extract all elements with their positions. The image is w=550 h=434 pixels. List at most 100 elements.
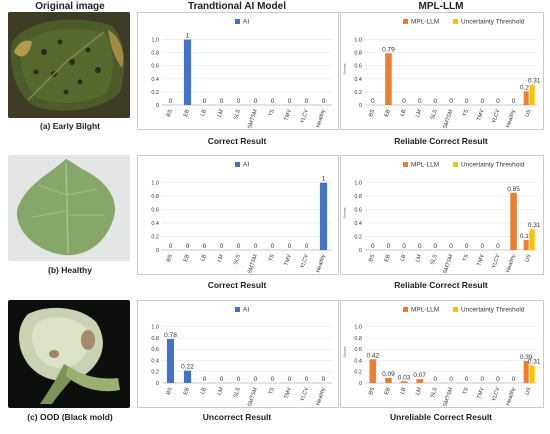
legend-label-threshold: Uncertainty Threshold xyxy=(461,19,525,26)
y-tick-label: 0.8 xyxy=(151,336,159,342)
data-label-TS: 0 xyxy=(465,243,469,250)
data-label-US: 0.21 xyxy=(520,84,533,91)
data-label-EB: 0 xyxy=(387,243,391,250)
x-tick-label: BS xyxy=(368,386,376,395)
data-label-YLCV: 0 xyxy=(496,98,500,105)
x-tick-label: BS xyxy=(368,108,376,117)
legend-label-ai: AI xyxy=(243,307,249,314)
x-tick-label: LB xyxy=(200,253,208,262)
data-label-SMTSM: 0 xyxy=(254,376,258,383)
y-tick-label: 0.8 xyxy=(354,51,362,57)
x-tick-label: TS xyxy=(268,386,276,395)
threshold-label: 0.31 xyxy=(528,222,541,229)
data-label-Healthy: 0 xyxy=(322,376,326,383)
data-label-EB: 0 xyxy=(186,243,190,250)
y-tick-label: 0.6 xyxy=(354,208,362,214)
x-tick-label: Healthy xyxy=(505,109,517,129)
bar-EB xyxy=(385,377,392,383)
data-label-YLCV: 0 xyxy=(305,98,309,105)
data-label-TS: 0 xyxy=(271,243,275,250)
data-label-TMV: 0 xyxy=(288,98,292,105)
data-label-SMTSM: 0 xyxy=(449,98,453,105)
data-label-TMV: 0 xyxy=(480,98,484,105)
x-tick-label: US xyxy=(525,253,533,262)
legend-swatch-ai xyxy=(235,19,240,24)
threshold-bar xyxy=(529,84,535,105)
x-tick-label: LM xyxy=(415,108,423,118)
x-tick-label: SLS xyxy=(430,108,439,120)
x-tick-label: LM xyxy=(217,108,225,118)
data-label-LB: 0 xyxy=(203,98,207,105)
caption-c-llm: Unreliable Correct Result xyxy=(389,412,493,422)
x-tick-label: TS xyxy=(268,253,276,262)
leaf-image-black-mold xyxy=(8,300,130,408)
x-tick-label: BS xyxy=(368,253,376,262)
data-label-LM: 0.07 xyxy=(413,372,426,379)
legend-swatch-threshold xyxy=(453,162,458,167)
chart-panel-a-llm: 0 0.2 0.4 0.6 0.8 1.0 Scores MPL-LLM Uncertainty… xyxy=(340,12,544,130)
data-label-BS: 0 xyxy=(169,243,173,250)
legend-swatch-threshold xyxy=(453,19,458,24)
data-label-BS: 0 xyxy=(371,98,375,105)
column-title-original-image: Original image xyxy=(35,1,105,12)
caption-b-llm: Reliable Correct Result xyxy=(394,280,488,290)
threshold-label: 0.31 xyxy=(528,78,541,85)
y-tick-label: 0.2 xyxy=(354,90,362,96)
legend-label-ai: AI xyxy=(243,19,249,26)
chart-panel-b-llm: 0 0.2 0.4 0.6 0.8 1.0 Scores MPL-LLM Uncertainty… xyxy=(340,155,544,275)
legend-swatch-mpl-llm xyxy=(403,307,408,312)
row-caption-healthy: (b) Healthy xyxy=(48,265,92,275)
x-tick-label: EB xyxy=(183,108,191,117)
leaf-image-healthy xyxy=(8,155,130,261)
x-tick-label: LM xyxy=(415,386,423,396)
y-tick-label: 0.8 xyxy=(151,194,159,200)
bar-BS xyxy=(166,339,175,383)
bar-EB xyxy=(183,39,192,105)
bar-BS xyxy=(369,359,377,383)
x-tick-label: SMTSM xyxy=(443,108,455,129)
legend-swatch-ai xyxy=(235,162,240,167)
x-tick-label: LB xyxy=(400,386,408,395)
y-tick-label: 1.0 xyxy=(354,38,362,44)
x-tick-label: YLCV xyxy=(300,253,310,269)
chart-panel-c-llm: 0 0.2 0.4 0.6 0.8 1.0 Scores MPL-LLM Uncertainty… xyxy=(340,300,544,408)
x-tick-label: SMTSM xyxy=(247,108,259,129)
column-title-mpl-llm: MPL-LLM xyxy=(418,1,464,12)
x-tick-label: LM xyxy=(415,253,423,263)
data-label-TS: 0 xyxy=(271,376,275,383)
x-tick-label: TMV xyxy=(284,108,293,121)
data-label-TMV: 0 xyxy=(480,376,484,383)
x-tick-label: BS xyxy=(166,108,174,117)
data-label-YLCV: 0 xyxy=(496,376,500,383)
caption-a-llm: Reliable Correct Result xyxy=(394,136,488,146)
y-tick-label: 0.4 xyxy=(354,77,362,83)
y-tick-label: 0 xyxy=(156,381,159,387)
data-label-EB: 0.79 xyxy=(382,46,395,53)
data-label-YLCV: 0 xyxy=(496,243,500,250)
data-label-SLS: 0 xyxy=(237,243,241,250)
legend-label-threshold: Uncertainty Threshold xyxy=(461,307,525,314)
x-tick-label: EB xyxy=(183,386,191,395)
data-label-BS: 0.78 xyxy=(164,332,177,339)
data-label-BS: 0 xyxy=(371,243,375,250)
y-tick-label: 0.8 xyxy=(354,194,362,200)
chart-panel-b-ai: 0 0.2 0.4 0.6 0.8 1.0 AI 0 BS 0 EB 0 LB 0 LM 0 SLS 0 SMTSM… xyxy=(137,155,339,275)
y-tick-label: 1.0 xyxy=(151,38,159,44)
y-tick-label: 0.4 xyxy=(354,221,362,227)
bar-LM xyxy=(416,379,424,383)
chart-a-llm: 0 0.2 0.4 0.6 0.8 1.0 Scores MPL-LLM Uncertainty… xyxy=(343,19,541,130)
y-tick-label: 0.2 xyxy=(354,370,362,376)
y-tick-label: 0.4 xyxy=(151,221,159,227)
y-tick-label: 1.0 xyxy=(354,325,362,331)
y-tick-label: 0 xyxy=(156,103,159,109)
x-tick-label: Healthy xyxy=(505,254,517,274)
x-tick-label: SLS xyxy=(233,108,242,120)
data-label-LB: 0 xyxy=(402,243,406,250)
data-label-Healthy: 0 xyxy=(512,98,516,105)
x-tick-label: LB xyxy=(200,108,208,117)
y-tick-label: 0.4 xyxy=(151,77,159,83)
x-tick-label: SLS xyxy=(233,253,242,265)
x-tick-label: EB xyxy=(384,386,392,395)
bar-Healthy xyxy=(510,192,517,250)
data-label-TS: 0 xyxy=(465,376,469,383)
